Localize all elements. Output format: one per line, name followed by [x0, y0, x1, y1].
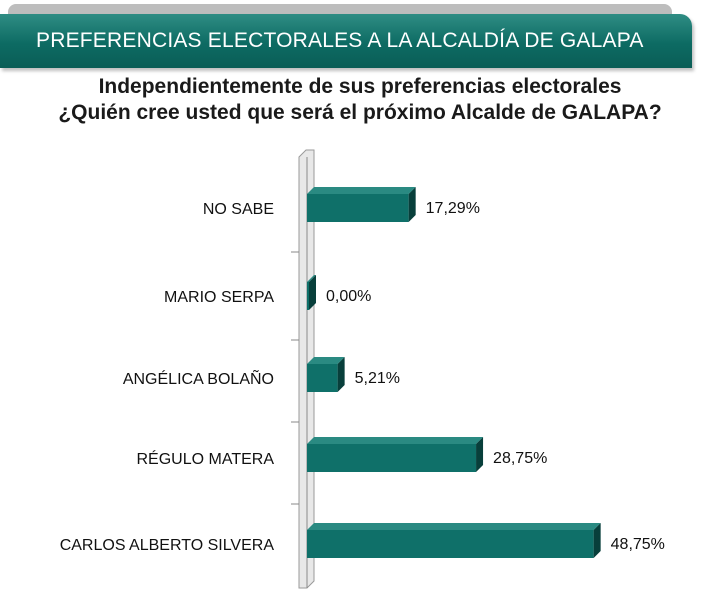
- bars-layer: [307, 187, 601, 558]
- bar: [307, 444, 477, 472]
- data-label: 0,00%: [326, 288, 371, 305]
- bar-top: [307, 187, 416, 194]
- labels-layer: NO SABE 17,29% MARIO SERPA 0,00% ANGÉLICA BO…: [60, 200, 665, 554]
- page-title: PREFERENCIAS ELECTORALES A LA ALCALDÍA D…: [36, 29, 644, 52]
- bar: [307, 194, 409, 222]
- category-label: RÉGULO MATERA: [137, 449, 275, 468]
- bar-top: [307, 275, 316, 282]
- bar-top: [307, 437, 484, 444]
- bar: [307, 282, 309, 310]
- data-label: 17,29%: [426, 200, 480, 217]
- chart-question: Independientemente de sus preferencias e…: [0, 74, 720, 126]
- bar-side: [337, 357, 345, 392]
- bar: [307, 530, 594, 558]
- category-label: NO SABE: [203, 201, 274, 218]
- bar: [307, 364, 338, 392]
- question-line-2: ¿Quién cree usted que será el próximo Al…: [58, 101, 662, 124]
- category-label: CARLOS ALBERTO SILVERA: [60, 537, 275, 554]
- data-label: 5,21%: [355, 370, 400, 387]
- data-label: 48,75%: [611, 536, 665, 553]
- bar-side: [593, 523, 601, 558]
- header-bar: [0, 14, 692, 68]
- bar-side: [476, 437, 484, 472]
- bar-side: [309, 275, 316, 310]
- question-line-1: Independientemente de sus preferencias e…: [98, 75, 622, 98]
- category-label: ANGÉLICA BOLAÑO: [123, 368, 274, 388]
- bar-side: [408, 187, 416, 222]
- category-label: MARIO SERPA: [164, 289, 274, 306]
- data-label: 28,75%: [493, 450, 547, 467]
- bar-top: [307, 523, 601, 530]
- bar-top: [307, 357, 345, 364]
